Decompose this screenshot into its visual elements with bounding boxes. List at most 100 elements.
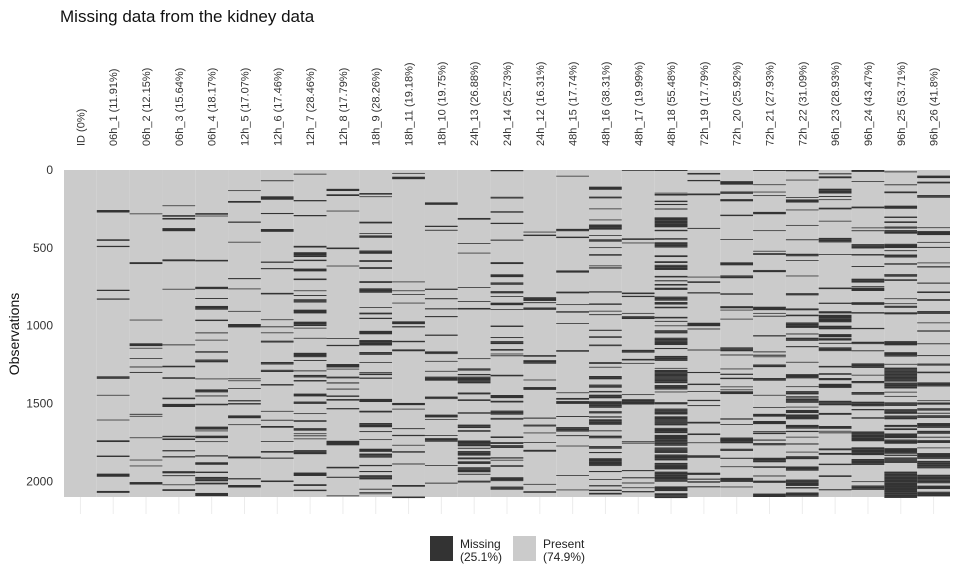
missing-cell: [654, 302, 688, 305]
missing-cell: [818, 452, 852, 455]
missing-cell: [260, 261, 294, 263]
missing-cell: [818, 378, 852, 381]
missing-cell: [457, 392, 491, 395]
missing-cell: [523, 302, 557, 304]
missing-cell: [293, 200, 327, 202]
missing-cell: [654, 378, 688, 380]
missing-cell: [162, 456, 196, 458]
missing-cell: [851, 433, 885, 435]
missing-cell: [523, 449, 557, 452]
missing-cell: [687, 281, 721, 283]
missing-cell: [654, 299, 688, 301]
missing-cell: [621, 312, 655, 314]
missing-cell: [359, 330, 393, 335]
missing-cell: [392, 302, 425, 304]
missing-cell: [589, 412, 622, 414]
missing-cell: [490, 302, 524, 306]
missing-cell: [851, 485, 885, 487]
missing-cell: [359, 340, 393, 341]
missing-cell: [884, 461, 918, 463]
missing-cell: [884, 490, 918, 493]
missing-cell: [785, 293, 819, 295]
missing-cell: [654, 275, 688, 278]
missing-cell: [293, 435, 327, 437]
missing-cell: [884, 426, 918, 428]
missing-cell: [392, 281, 425, 283]
missing-cell: [654, 192, 688, 194]
missing-cell: [589, 492, 622, 495]
missing-cell: [687, 328, 721, 330]
missing-cell: [260, 480, 294, 483]
missing-cell: [851, 302, 885, 304]
missing-cell: [195, 259, 229, 262]
missing-cell: [621, 491, 655, 493]
missing-cell: [917, 266, 950, 268]
missing-cell: [621, 316, 655, 318]
missing-cell: [260, 340, 294, 342]
missing-cell: [424, 418, 458, 420]
missing-cell: [917, 181, 950, 184]
missing-cell: [260, 369, 294, 371]
missing-cell: [490, 459, 524, 461]
missing-cell: [621, 399, 655, 402]
missing-cell: [359, 372, 393, 373]
missing-cell: [195, 492, 229, 495]
missing-cell: [851, 431, 885, 433]
missing-cell: [162, 217, 196, 220]
missing-cell: [654, 244, 688, 247]
missing-cell: [720, 466, 754, 468]
missing-cell: [260, 212, 294, 215]
missing-cell: [523, 432, 557, 434]
missing-cell: [818, 327, 852, 330]
missing-cell: [162, 365, 196, 368]
missing-cell: [720, 477, 754, 481]
missing-cell: [589, 485, 622, 487]
missing-cell: [326, 344, 360, 347]
missing-cell: [195, 482, 229, 485]
missing-cell: [326, 444, 360, 446]
missing-cell: [457, 412, 491, 414]
missing-cell: [851, 449, 885, 453]
missing-cell: [228, 380, 261, 382]
missing-cell: [490, 325, 524, 327]
missing-cell: [589, 451, 622, 454]
missing-cell: [851, 327, 885, 330]
missing-cell: [785, 418, 819, 420]
missing-cell: [654, 218, 688, 221]
missing-cell: [654, 264, 688, 266]
missing-cell: [851, 417, 885, 419]
missing-cell: [589, 446, 622, 448]
missing-cell: [785, 255, 819, 257]
missing-cell: [753, 184, 786, 186]
missing-cell: [228, 478, 261, 480]
missing-cell: [818, 318, 852, 322]
missing-cell: [556, 489, 590, 491]
missing-cell: [621, 394, 655, 396]
missing-cell: [490, 417, 524, 419]
missing-cell: [457, 252, 491, 254]
missing-cell: [490, 262, 524, 265]
missing-cell: [621, 442, 655, 444]
missing-cell: [424, 202, 458, 205]
missing-cell: [818, 463, 852, 466]
missing-cell: [884, 217, 918, 218]
missing-cell: [654, 474, 688, 477]
missing-cell: [556, 228, 590, 231]
missing-cell: [753, 211, 786, 213]
missing-cell: [884, 275, 918, 277]
column-label: 96h_26 (41.8%): [929, 68, 941, 146]
missing-cell: [818, 403, 852, 406]
missing-cell: [523, 360, 557, 361]
missing-cell: [753, 170, 786, 171]
missing-cell: [654, 458, 688, 461]
missing-cell: [457, 381, 491, 384]
missing-cell: [424, 316, 458, 318]
missing-cell: [589, 416, 622, 418]
missing-cell: [260, 451, 294, 453]
missing-cell: [228, 221, 261, 223]
missing-cell: [589, 376, 622, 378]
missing-cell: [228, 424, 261, 426]
missing-cell: [490, 477, 524, 479]
missing-cell: [884, 374, 918, 376]
